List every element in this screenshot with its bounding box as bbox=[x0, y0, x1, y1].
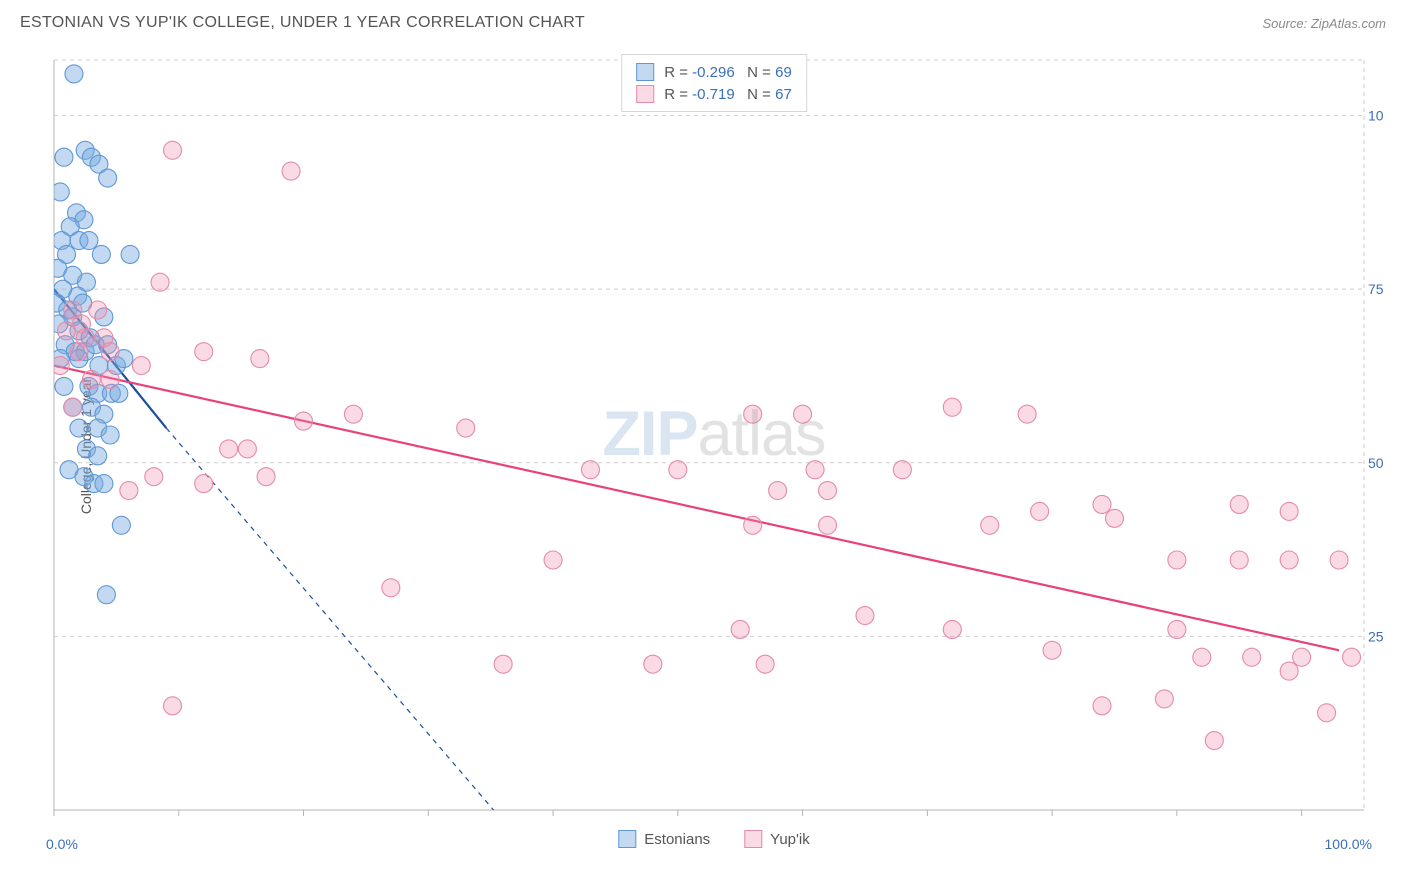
legend-series: Estonians Yup'ik bbox=[618, 830, 809, 848]
legend-stat-row: R = -0.296 N = 69 bbox=[636, 61, 792, 83]
legend-label: Estonians bbox=[644, 831, 710, 848]
y-tick-label: 75.0% bbox=[1368, 281, 1384, 297]
legend-label: Yup'ik bbox=[770, 831, 810, 848]
page-title: ESTONIAN VS YUP'IK COLLEGE, UNDER 1 YEAR… bbox=[20, 14, 585, 32]
legend-stat-text: R = -0.296 N = 69 bbox=[664, 64, 792, 81]
chart-container: 25.0%50.0%75.0%100.0% ZIPatlas R = -0.29… bbox=[44, 50, 1384, 850]
legend-stats: R = -0.296 N = 69 R = -0.719 N = 67 bbox=[621, 54, 807, 112]
legend-swatch bbox=[636, 63, 654, 81]
source-label: Source: ZipAtlas.com bbox=[1262, 16, 1386, 31]
legend-item: Estonians bbox=[618, 830, 710, 848]
scatter-chart: 25.0% 50.0% 75.0% 100.0% bbox=[44, 50, 1384, 850]
y-tick-label: 50.0% bbox=[1368, 455, 1384, 471]
legend-stat-text: R = -0.719 N = 67 bbox=[664, 86, 792, 103]
legend-stat-row: R = -0.719 N = 67 bbox=[636, 83, 792, 105]
y-tick-label: 25.0% bbox=[1368, 628, 1384, 644]
legend-swatch bbox=[744, 830, 762, 848]
x-axis-max: 100.0% bbox=[1325, 836, 1372, 852]
x-axis-min: 0.0% bbox=[46, 836, 78, 852]
y-tick-label: 100.0% bbox=[1368, 108, 1384, 124]
legend-item: Yup'ik bbox=[744, 830, 810, 848]
legend-swatch bbox=[618, 830, 636, 848]
legend-swatch bbox=[636, 85, 654, 103]
